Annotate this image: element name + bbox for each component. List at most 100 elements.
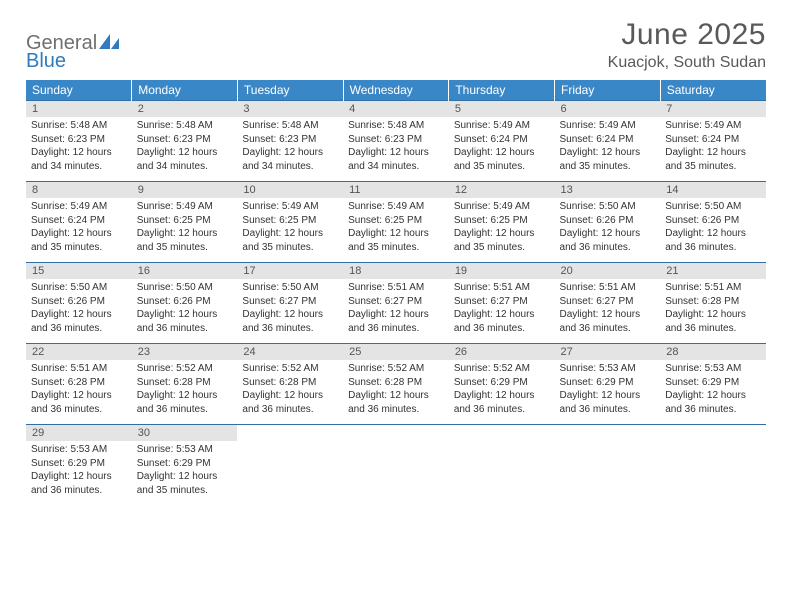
day-number: 30 — [132, 425, 238, 441]
day-number: 2 — [132, 101, 238, 117]
calendar-day-cell: 16Sunrise: 5:50 AMSunset: 6:26 PMDayligh… — [132, 263, 238, 344]
daylight-line: Daylight: 12 hours and 35 minutes. — [454, 146, 550, 173]
day-details: Sunrise: 5:48 AMSunset: 6:23 PMDaylight:… — [343, 117, 449, 181]
sunrise-line: Sunrise: 5:49 AM — [31, 200, 127, 214]
calendar-day-cell: 29Sunrise: 5:53 AMSunset: 6:29 PMDayligh… — [26, 425, 132, 506]
daylight-line: Daylight: 12 hours and 35 minutes. — [137, 470, 233, 497]
calendar-day-cell: 15Sunrise: 5:50 AMSunset: 6:26 PMDayligh… — [26, 263, 132, 344]
calendar-day-cell: 30Sunrise: 5:53 AMSunset: 6:29 PMDayligh… — [132, 425, 238, 506]
sunset-line: Sunset: 6:25 PM — [242, 214, 338, 228]
calendar-week-row: 8Sunrise: 5:49 AMSunset: 6:24 PMDaylight… — [26, 182, 766, 263]
calendar-day-cell: 18Sunrise: 5:51 AMSunset: 6:27 PMDayligh… — [343, 263, 449, 344]
sunset-line: Sunset: 6:29 PM — [454, 376, 550, 390]
daylight-line: Daylight: 12 hours and 36 minutes. — [560, 308, 656, 335]
day-details: Sunrise: 5:51 AMSunset: 6:27 PMDaylight:… — [343, 279, 449, 343]
month-title: June 2025 — [608, 18, 766, 52]
weekday-header: Friday — [555, 80, 661, 101]
sunset-line: Sunset: 6:25 PM — [137, 214, 233, 228]
day-details: Sunrise: 5:49 AMSunset: 6:24 PMDaylight:… — [660, 117, 766, 181]
daylight-line: Daylight: 12 hours and 36 minutes. — [242, 308, 338, 335]
sunrise-line: Sunrise: 5:51 AM — [665, 281, 761, 295]
daylight-line: Daylight: 12 hours and 36 minutes. — [242, 389, 338, 416]
calendar-day-cell: 7Sunrise: 5:49 AMSunset: 6:24 PMDaylight… — [660, 101, 766, 182]
calendar-day-cell: . — [660, 425, 766, 506]
day-number: 9 — [132, 182, 238, 198]
day-number: 27 — [555, 344, 661, 360]
logo: General Blue — [26, 18, 121, 71]
calendar-week-row: 1Sunrise: 5:48 AMSunset: 6:23 PMDaylight… — [26, 101, 766, 182]
day-number: 13 — [555, 182, 661, 198]
sunrise-line: Sunrise: 5:51 AM — [31, 362, 127, 376]
day-details: Sunrise: 5:52 AMSunset: 6:28 PMDaylight:… — [237, 360, 343, 424]
sunset-line: Sunset: 6:29 PM — [560, 376, 656, 390]
sunset-line: Sunset: 6:26 PM — [665, 214, 761, 228]
sunrise-line: Sunrise: 5:51 AM — [348, 281, 444, 295]
sunset-line: Sunset: 6:24 PM — [454, 133, 550, 147]
calendar-day-cell: . — [343, 425, 449, 506]
day-details: Sunrise: 5:50 AMSunset: 6:26 PMDaylight:… — [660, 198, 766, 262]
sunset-line: Sunset: 6:25 PM — [454, 214, 550, 228]
sunset-line: Sunset: 6:26 PM — [560, 214, 656, 228]
location: Kuacjok, South Sudan — [608, 54, 766, 72]
daylight-line: Daylight: 12 hours and 36 minutes. — [31, 470, 127, 497]
calendar-body: 1Sunrise: 5:48 AMSunset: 6:23 PMDaylight… — [26, 101, 766, 506]
daylight-line: Daylight: 12 hours and 34 minutes. — [348, 146, 444, 173]
sunrise-line: Sunrise: 5:53 AM — [560, 362, 656, 376]
day-number: 26 — [449, 344, 555, 360]
sunrise-line: Sunrise: 5:50 AM — [31, 281, 127, 295]
sunset-line: Sunset: 6:28 PM — [242, 376, 338, 390]
daylight-line: Daylight: 12 hours and 35 minutes. — [454, 227, 550, 254]
calendar-day-cell: 20Sunrise: 5:51 AMSunset: 6:27 PMDayligh… — [555, 263, 661, 344]
daylight-line: Daylight: 12 hours and 34 minutes. — [137, 146, 233, 173]
calendar-day-cell: 21Sunrise: 5:51 AMSunset: 6:28 PMDayligh… — [660, 263, 766, 344]
day-number: 20 — [555, 263, 661, 279]
calendar-day-cell: 22Sunrise: 5:51 AMSunset: 6:28 PMDayligh… — [26, 344, 132, 425]
day-number: 11 — [343, 182, 449, 198]
sunset-line: Sunset: 6:28 PM — [348, 376, 444, 390]
day-number: 3 — [237, 101, 343, 117]
day-number: 15 — [26, 263, 132, 279]
daylight-line: Daylight: 12 hours and 36 minutes. — [560, 227, 656, 254]
daylight-line: Daylight: 12 hours and 36 minutes. — [454, 389, 550, 416]
day-details: Sunrise: 5:52 AMSunset: 6:29 PMDaylight:… — [449, 360, 555, 424]
day-number: 19 — [449, 263, 555, 279]
sunset-line: Sunset: 6:24 PM — [31, 214, 127, 228]
daylight-line: Daylight: 12 hours and 35 minutes. — [665, 146, 761, 173]
sunrise-line: Sunrise: 5:53 AM — [137, 443, 233, 457]
sunrise-line: Sunrise: 5:51 AM — [454, 281, 550, 295]
day-details: Sunrise: 5:50 AMSunset: 6:27 PMDaylight:… — [237, 279, 343, 343]
calendar-week-row: 15Sunrise: 5:50 AMSunset: 6:26 PMDayligh… — [26, 263, 766, 344]
day-details: Sunrise: 5:49 AMSunset: 6:25 PMDaylight:… — [237, 198, 343, 262]
calendar-day-cell: 1Sunrise: 5:48 AMSunset: 6:23 PMDaylight… — [26, 101, 132, 182]
calendar-day-cell: 25Sunrise: 5:52 AMSunset: 6:28 PMDayligh… — [343, 344, 449, 425]
day-number: 7 — [660, 101, 766, 117]
sunrise-line: Sunrise: 5:49 AM — [348, 200, 444, 214]
calendar-day-cell: 12Sunrise: 5:49 AMSunset: 6:25 PMDayligh… — [449, 182, 555, 263]
day-details: Sunrise: 5:51 AMSunset: 6:27 PMDaylight:… — [449, 279, 555, 343]
sunrise-line: Sunrise: 5:49 AM — [137, 200, 233, 214]
daylight-line: Daylight: 12 hours and 35 minutes. — [137, 227, 233, 254]
header: General Blue June 2025 Kuacjok, South Su… — [26, 18, 766, 72]
day-number: 14 — [660, 182, 766, 198]
day-details: Sunrise: 5:51 AMSunset: 6:27 PMDaylight:… — [555, 279, 661, 343]
sunset-line: Sunset: 6:28 PM — [31, 376, 127, 390]
day-details: Sunrise: 5:48 AMSunset: 6:23 PMDaylight:… — [237, 117, 343, 181]
calendar-day-cell: 27Sunrise: 5:53 AMSunset: 6:29 PMDayligh… — [555, 344, 661, 425]
weekday-header: Sunday — [26, 80, 132, 101]
sunrise-line: Sunrise: 5:48 AM — [31, 119, 127, 133]
sunset-line: Sunset: 6:23 PM — [137, 133, 233, 147]
sunrise-line: Sunrise: 5:52 AM — [242, 362, 338, 376]
sunrise-line: Sunrise: 5:50 AM — [242, 281, 338, 295]
calendar-day-cell: 23Sunrise: 5:52 AMSunset: 6:28 PMDayligh… — [132, 344, 238, 425]
calendar-day-cell: 5Sunrise: 5:49 AMSunset: 6:24 PMDaylight… — [449, 101, 555, 182]
day-number: 8 — [26, 182, 132, 198]
day-number: 16 — [132, 263, 238, 279]
daylight-line: Daylight: 12 hours and 36 minutes. — [665, 308, 761, 335]
sunrise-line: Sunrise: 5:50 AM — [665, 200, 761, 214]
day-details: Sunrise: 5:50 AMSunset: 6:26 PMDaylight:… — [132, 279, 238, 343]
calendar-day-cell: . — [237, 425, 343, 506]
day-details: Sunrise: 5:52 AMSunset: 6:28 PMDaylight:… — [132, 360, 238, 424]
sunrise-line: Sunrise: 5:49 AM — [560, 119, 656, 133]
calendar-day-cell: 11Sunrise: 5:49 AMSunset: 6:25 PMDayligh… — [343, 182, 449, 263]
sunset-line: Sunset: 6:28 PM — [137, 376, 233, 390]
